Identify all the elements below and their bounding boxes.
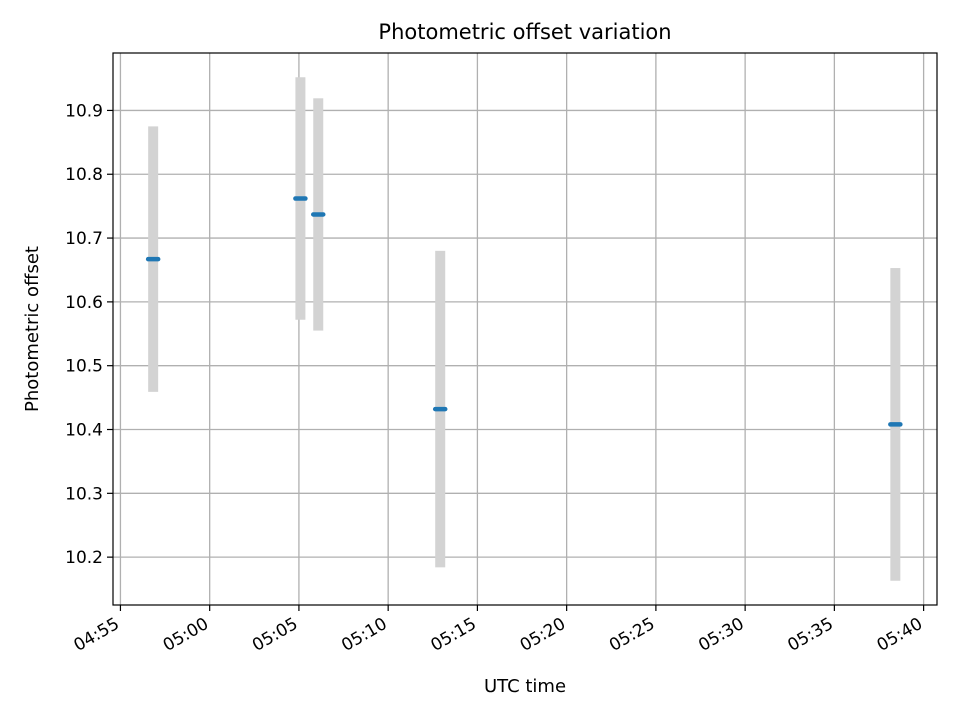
chart-title: Photometric offset variation: [378, 20, 671, 44]
y-tick-label: 10.3: [65, 484, 103, 504]
y-tick-label: 10.4: [65, 421, 103, 441]
x-axis-label: UTC time: [484, 676, 566, 697]
y-tick-label: 10.7: [65, 229, 103, 249]
y-tick-label: 10.5: [65, 357, 103, 377]
y-tick-label: 10.9: [65, 101, 103, 121]
y-axis-label: Photometric offset: [22, 246, 43, 412]
y-axis-ticks: 10.2 10.3 10.4 10.5 10.6 10.7 10.8 10.9: [65, 101, 113, 568]
grid: [113, 53, 937, 605]
y-tick-label: 10.2: [65, 548, 103, 568]
plot-frame: [112, 52, 938, 606]
y-tick-label: 10.8: [65, 165, 103, 185]
y-tick-label: 10.6: [65, 293, 103, 313]
data-points: [145, 196, 903, 427]
